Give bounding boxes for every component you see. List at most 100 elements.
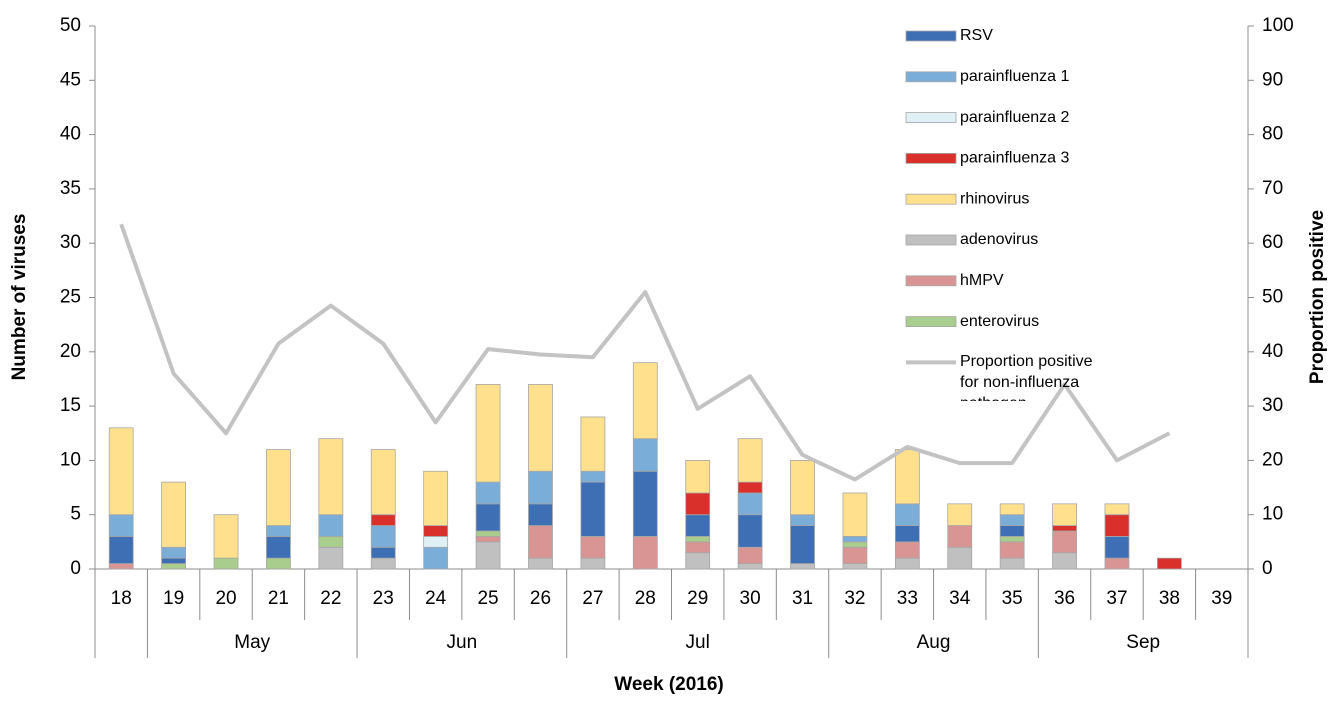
bar-segment	[266, 449, 291, 526]
line-series	[119, 223, 1171, 482]
bar-segment	[685, 492, 711, 516]
x-tick-label: 35	[1002, 588, 1023, 609]
y-tick-label: 5	[70, 504, 81, 525]
bar-segment	[947, 546, 973, 570]
y2-tick-label: 10	[1262, 504, 1283, 525]
x-tick-label: 31	[792, 588, 813, 609]
x-tick-label: 33	[897, 588, 918, 609]
y2-tick-label: 60	[1262, 232, 1283, 253]
bar-segment	[475, 383, 501, 483]
month-label: Jun	[447, 632, 478, 653]
y2-tick-label: 100	[1262, 15, 1294, 36]
bar-segment	[580, 416, 606, 472]
bar-segment	[842, 536, 868, 543]
bar-segment	[266, 536, 291, 559]
bar-segment	[528, 470, 553, 505]
bar-segment	[737, 492, 763, 516]
bar-segment	[213, 514, 239, 559]
legend-label: adenovirus	[960, 231, 1038, 248]
bar-segment	[685, 552, 711, 570]
bar-segment	[685, 514, 711, 537]
bar-segment	[999, 541, 1025, 559]
bar-segment	[1156, 557, 1182, 570]
bar-segment	[894, 503, 920, 526]
y-tick-label: 50	[60, 15, 81, 36]
bar-segment	[580, 536, 606, 559]
bar-segment	[685, 541, 711, 554]
x-tick-label: 29	[687, 588, 708, 609]
legend-swatch	[905, 234, 957, 246]
bar-segment	[842, 563, 868, 570]
x-tick-label: 27	[582, 588, 603, 609]
bar-segment	[161, 546, 187, 559]
bar-segment	[475, 481, 501, 505]
legend-swatch	[905, 30, 957, 42]
x-tick-label: 37	[1106, 588, 1127, 609]
bar-segment	[108, 563, 134, 570]
y2-tick-label: 0	[1262, 558, 1273, 579]
bar-segment	[161, 481, 187, 548]
bar-segment	[632, 362, 658, 440]
bar-segment	[370, 546, 396, 559]
bar-segment	[213, 557, 239, 570]
bar-segment	[842, 546, 868, 564]
bar-segment	[894, 541, 920, 559]
bar-segment	[1104, 557, 1130, 570]
bar-segment	[1052, 503, 1077, 526]
bar-segment	[632, 438, 658, 472]
bar-segment	[737, 563, 763, 570]
bar-segment	[1104, 514, 1130, 537]
bar-segment	[528, 525, 553, 559]
bar-segment	[685, 536, 711, 543]
bar-segment	[737, 514, 763, 548]
bar-segment	[790, 514, 815, 526]
legend-swatch	[905, 112, 957, 123]
bar-segment	[894, 557, 920, 570]
bar-segment	[318, 514, 344, 537]
bar-segment	[999, 514, 1025, 526]
x-tick-label: 20	[215, 588, 236, 609]
legend-swatch	[905, 71, 957, 83]
bar-segment	[999, 557, 1025, 570]
y2-tick-label: 20	[1262, 449, 1283, 470]
y-tick-label: 0	[70, 558, 81, 579]
x-tick-label: 23	[373, 588, 394, 609]
bar-segment	[894, 525, 920, 543]
bar-segment	[999, 503, 1025, 516]
bar-segment	[790, 525, 815, 564]
bar-segment	[737, 546, 763, 564]
bar-segment	[475, 536, 501, 543]
bar-segment	[266, 525, 291, 537]
bar-segment	[1052, 552, 1077, 570]
bar-segment	[790, 459, 815, 516]
y-tick-label: 45	[60, 69, 81, 90]
bar-segment	[370, 525, 396, 548]
legend-label: rhinovirus	[960, 190, 1029, 207]
bar-segment	[370, 514, 396, 526]
y2-tick-label: 80	[1262, 124, 1283, 145]
x-tick-label: 24	[425, 588, 447, 609]
bar-segment	[475, 503, 501, 532]
bar-segment	[475, 541, 501, 570]
month-label: May	[234, 632, 270, 653]
bar-segment	[580, 557, 606, 570]
bar-segment	[528, 503, 553, 526]
bar-segment	[947, 525, 973, 548]
y-tick-label: 25	[60, 287, 81, 308]
x-tick-label: 19	[163, 588, 184, 609]
y2-axis-title: Proportion positive	[1307, 210, 1328, 384]
x-tick-label: 36	[1054, 588, 1075, 609]
y-tick-label: 20	[60, 341, 81, 362]
y-tick-label: 15	[60, 395, 81, 416]
month-label: Sep	[1126, 632, 1160, 653]
bar-segment	[423, 525, 449, 537]
x-tick-label: 25	[477, 588, 498, 609]
bar-segment	[108, 514, 134, 537]
bar-segment	[475, 530, 501, 537]
y2-tick-label: 30	[1262, 395, 1283, 416]
bar-segment	[842, 492, 868, 537]
x-tick-label: 28	[635, 588, 656, 609]
bar-segment	[894, 449, 920, 505]
legend-swatch	[905, 275, 957, 287]
x-tick-label: 18	[111, 588, 132, 609]
